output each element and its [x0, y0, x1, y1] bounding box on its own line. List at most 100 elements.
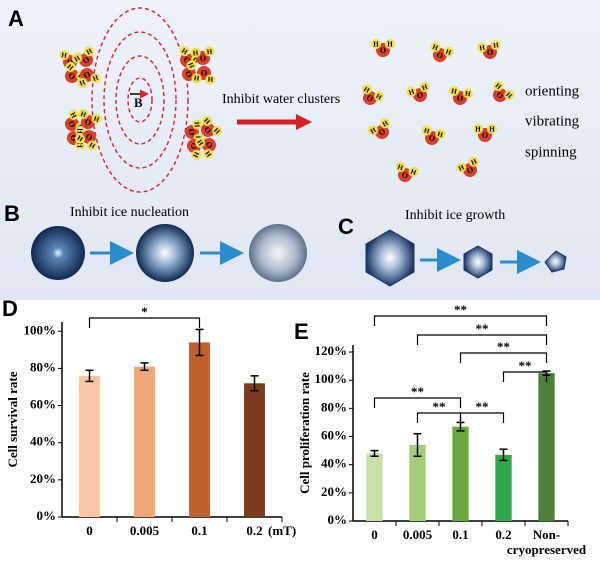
hydrogen	[462, 88, 473, 99]
atom-label: O	[482, 131, 488, 140]
hydrogen	[75, 126, 85, 136]
atom-label: H	[202, 116, 212, 126]
error-bar	[370, 449, 379, 457]
hydrogen	[91, 113, 102, 124]
atom-label: H	[91, 73, 99, 83]
significance-label: **	[497, 339, 510, 354]
hydrogen	[203, 149, 214, 160]
hydrogen	[430, 41, 441, 52]
significance-label: *	[141, 304, 148, 319]
hydrogen	[421, 125, 432, 136]
panel-letter: D	[2, 296, 18, 321]
atom-label: O	[83, 117, 92, 128]
error-bar	[499, 448, 508, 462]
atom-label: H	[195, 137, 205, 147]
hydrogen	[487, 124, 497, 134]
sphere	[31, 226, 85, 280]
atom-label: O	[200, 54, 207, 64]
x-unit: (mT)	[268, 523, 296, 538]
atom-label: H	[475, 126, 481, 134]
hydrogen	[493, 80, 504, 91]
water-molecule: OHH	[406, 81, 430, 102]
atom-label: H	[75, 133, 84, 143]
hydrogen	[395, 161, 406, 172]
error-bar	[140, 362, 149, 372]
y-tick-label: 100%	[24, 322, 57, 337]
hydrogen	[504, 89, 515, 100]
water-molecule: OHH	[74, 130, 98, 151]
hydrogen	[195, 137, 206, 148]
water-molecule: OHH	[367, 118, 391, 139]
atom-label: H	[193, 73, 200, 81]
hydrogen	[78, 108, 89, 119]
x-tick-label: 0.2	[495, 527, 511, 542]
x-tick-label: 0.1	[452, 527, 468, 542]
atom-label: O	[416, 90, 425, 101]
panel-letter: A	[8, 6, 24, 31]
atom-label: H	[92, 115, 100, 125]
atom-label: O	[380, 46, 386, 55]
x-tick-label: Non-cryopreserved	[507, 527, 587, 557]
hydrogen	[65, 61, 76, 72]
significance-bracket	[459, 412, 505, 423]
atom-label: H	[192, 49, 199, 57]
panel-text: Inhibit ice nucleation	[70, 205, 189, 220]
hydrogen	[71, 53, 82, 64]
atom-label: O	[365, 93, 375, 104]
hydrogen	[202, 115, 213, 126]
atom-label: H	[436, 130, 444, 139]
y-tick-label: 60%	[321, 428, 347, 443]
bar	[452, 426, 469, 521]
atom-label: H	[78, 78, 86, 88]
error-bar	[85, 369, 94, 383]
significance-label: **	[411, 384, 424, 399]
atom-label: H	[61, 51, 68, 60]
water-molecule: OHH	[191, 66, 216, 85]
atom-label: H	[387, 41, 393, 49]
atom-label: H	[191, 150, 201, 159]
bar	[366, 453, 383, 521]
y-axis-title: Cell survival rate	[5, 371, 20, 467]
hydrogen	[205, 74, 216, 85]
atom-label: O	[201, 68, 208, 78]
atom-label: H	[408, 87, 416, 97]
motion-text: orienting	[525, 83, 580, 99]
motion-text: spinning	[525, 144, 577, 160]
water-molecule: OHH	[430, 41, 454, 62]
atom-label: H	[479, 43, 486, 52]
atom-label: O	[465, 165, 474, 176]
hydrogen	[371, 39, 381, 49]
x-tick-label: 0	[371, 527, 378, 542]
atom-label: O	[66, 71, 77, 82]
water-molecule: OHH	[493, 80, 515, 102]
water-molecule: OHH	[71, 46, 95, 67]
atom-label: H	[75, 142, 83, 148]
hydrogen	[204, 46, 215, 57]
hydrogen	[490, 39, 501, 50]
atom-label: H	[73, 54, 82, 64]
panel-text: Inhibit ice growth	[405, 208, 505, 223]
atom-label: H	[431, 43, 439, 53]
hydrogen	[406, 86, 417, 97]
y-tick-label: 0%	[328, 512, 348, 527]
x-tick-label: 0.005	[130, 523, 160, 538]
significance-bracket	[459, 352, 548, 363]
hydrogen	[380, 118, 391, 129]
label-line: Non-	[533, 527, 560, 542]
atom-label: H	[369, 126, 378, 136]
water-molecule: OHH	[361, 84, 385, 105]
arrow-text: Inhibit water clusters	[222, 92, 340, 107]
atom-label: H	[65, 63, 75, 73]
significance-label: **	[519, 358, 532, 373]
hydrogen	[84, 46, 95, 57]
hydrogen	[385, 39, 395, 49]
atom-label: O	[66, 119, 77, 129]
hydrogen	[435, 129, 446, 140]
hydrogen	[77, 78, 88, 89]
panel-letter: E	[294, 319, 309, 344]
atom-label: O	[188, 141, 199, 150]
